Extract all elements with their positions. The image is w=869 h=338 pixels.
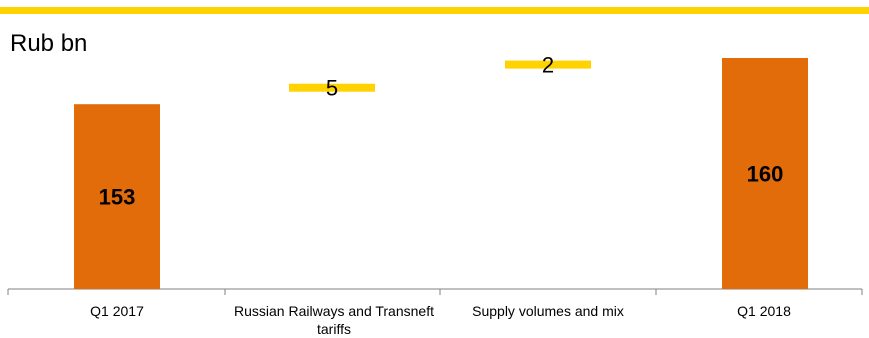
top-accent-rule	[0, 7, 869, 14]
total-bar	[74, 104, 160, 289]
total-bar	[722, 58, 808, 289]
delta-bar	[289, 83, 375, 92]
category-label-q1-2018: Q1 2018	[737, 303, 791, 319]
total-bar-label: 160	[747, 162, 784, 187]
category-label-supply: Supply volumes and mix	[472, 303, 624, 319]
total-bar-label: 153	[99, 185, 136, 210]
delta-bar-label: 2	[542, 53, 554, 78]
unit-label: Rub bn	[10, 30, 88, 57]
category-label-q1-2017: Q1 2017	[90, 303, 144, 319]
delta-bar	[505, 60, 591, 69]
delta-bar-label: 5	[326, 76, 338, 101]
category-label-tariffs: Russian Railways and Transneft tariffs	[234, 303, 434, 337]
